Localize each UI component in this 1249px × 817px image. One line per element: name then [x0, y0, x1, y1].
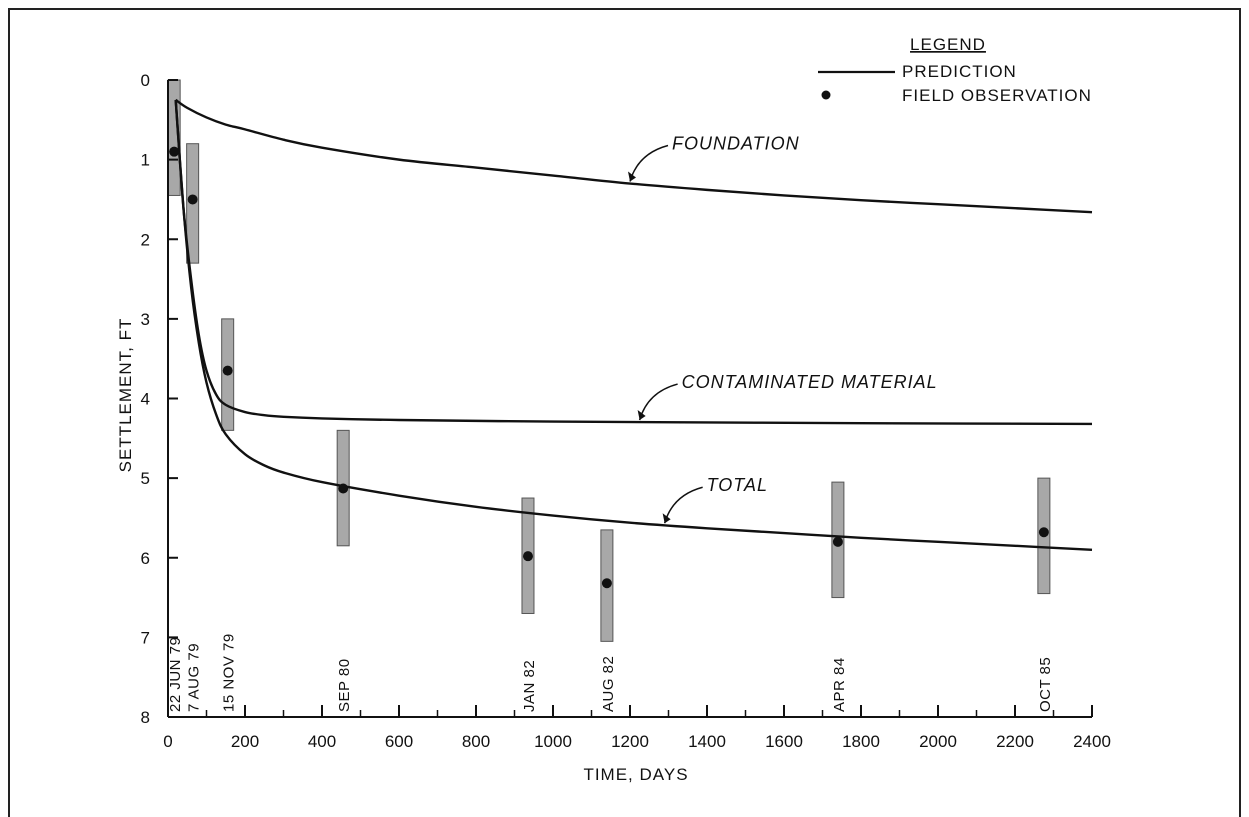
observation-point [169, 146, 180, 157]
x-tick-label: 1200 [611, 732, 649, 751]
x-tick-label: 2400 [1073, 732, 1111, 751]
annotation-leader [629, 144, 669, 182]
observation-date-label: SEP 80 [336, 658, 353, 712]
series-annotations: FOUNDATION CONTAMINATED MATERIAL TOTAL [628, 134, 938, 524]
legend-entry-prediction: PREDICTION [902, 62, 1017, 81]
observation-date-label: 22 JUN 79 [167, 637, 184, 712]
axes [167, 79, 1093, 718]
annotation-contaminated-material: CONTAMINATED MATERIAL [682, 372, 938, 392]
x-tick-label: 400 [308, 732, 336, 751]
annotation-leader [663, 486, 703, 524]
y-tick-label: 0 [141, 71, 150, 90]
annotation-arrowhead [637, 410, 646, 421]
prediction-lines [174, 98, 1093, 551]
legend: LEGEND PREDICTION FIELD OBSERVATION [818, 35, 1092, 105]
y-tick-label: 7 [141, 628, 150, 647]
y-tick-label: 4 [141, 390, 150, 409]
y-tick-label: 6 [141, 549, 150, 568]
annotation-arrowhead [628, 171, 636, 182]
observation-point [222, 365, 233, 376]
x-tick-label: 200 [231, 732, 259, 751]
observation-bars [167, 79, 1051, 642]
x-tick-label: 2000 [919, 732, 957, 751]
x-tick-label: 2200 [996, 732, 1034, 751]
series-line-foundation [175, 98, 1093, 214]
x-tick-label: 800 [462, 732, 490, 751]
x-tick-label: 1000 [534, 732, 572, 751]
y-tick-label: 2 [141, 230, 150, 249]
x-tick-label: 1400 [688, 732, 726, 751]
observation-dots [169, 146, 1049, 589]
observation-point [338, 483, 349, 494]
y-tick-label: 3 [141, 310, 150, 329]
y-axis-label: SETTLEMENT, FT [116, 318, 135, 473]
observation-point [187, 194, 198, 205]
observation-point [832, 536, 843, 547]
observation-date-labels: 22 JUN 79 7 AUG 79 15 NOV 79 SEP 80 JAN 82 AU… [167, 633, 1054, 712]
annotation-arrowhead [662, 513, 671, 524]
observation-point [1038, 527, 1049, 538]
observation-date-label: OCT 85 [1037, 657, 1054, 712]
x-tick-label: 0 [163, 732, 172, 751]
y-tick-label: 8 [141, 708, 150, 727]
x-tick-label: 600 [385, 732, 413, 751]
annotation-leader [638, 383, 678, 421]
chart-frame [8, 8, 1241, 817]
observation-date-label: APR 84 [831, 657, 848, 712]
observation-date-label: 7 AUG 79 [186, 643, 203, 712]
annotation-foundation: FOUNDATION [672, 134, 800, 154]
y-tick-label: 5 [141, 469, 150, 488]
observation-date-label: 15 NOV 79 [221, 633, 238, 712]
annotation-total: TOTAL [707, 475, 768, 495]
tick-labels: 0 200 400 600 800 1000 1200 1400 1600 1800 2000 220… [141, 71, 1111, 751]
observation-date-label: JAN 82 [521, 660, 538, 712]
legend-entry-field-observation: FIELD OBSERVATION [902, 86, 1092, 105]
x-axis-label: TIME, DAYS [583, 765, 688, 784]
legend-dot-symbol [821, 90, 831, 100]
observation-point [601, 578, 612, 589]
observation-date-label: AUG 82 [600, 656, 617, 712]
observation-point [522, 551, 533, 562]
legend-title: LEGEND [910, 35, 986, 54]
y-tick-label: 1 [141, 151, 150, 170]
x-tick-label: 1600 [765, 732, 803, 751]
x-tick-label: 1800 [842, 732, 880, 751]
series-line-total [174, 99, 1093, 551]
series-line-contaminated-material [174, 99, 1093, 426]
